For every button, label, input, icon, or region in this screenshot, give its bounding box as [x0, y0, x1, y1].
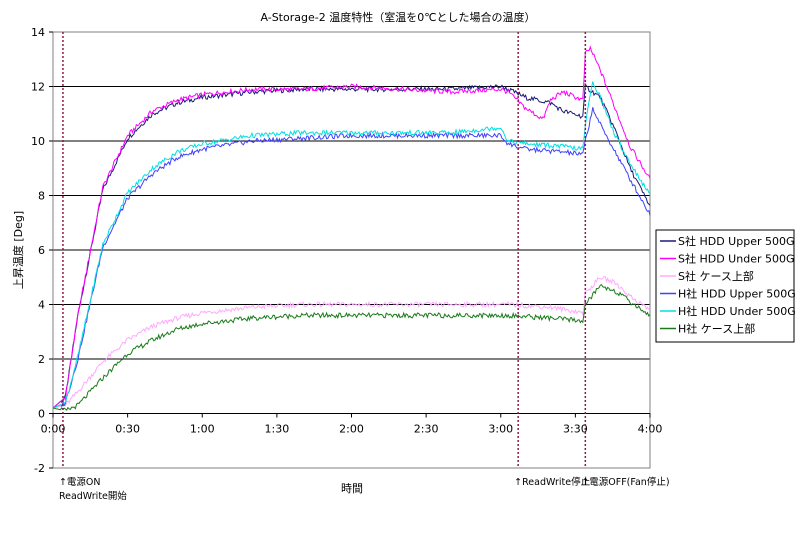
- legend-entry: H社 ケース上部: [678, 322, 755, 336]
- y-axis-label: 上昇温度 [Deg]: [11, 211, 25, 289]
- y-tick-label: 4: [38, 299, 45, 312]
- y-tick-label: -2: [34, 462, 45, 475]
- series-line: [52, 45, 651, 409]
- legend-entry: S社 HDD Upper 500G: [678, 234, 795, 248]
- x-tick-label: 1:30: [265, 423, 290, 436]
- marker-annotation: ↑電源ON: [59, 477, 101, 488]
- x-tick-label: 3:00: [488, 423, 513, 436]
- series-line: [52, 276, 651, 409]
- x-axis-label: 時間: [341, 482, 363, 495]
- x-axis: 0:00 0:30 1:00 1:30 2:00 2:30 3:00 3:30 4:00: [41, 413, 663, 436]
- x-tick-label: 4:00: [638, 423, 663, 436]
- x-tick-label: 0:30: [115, 423, 140, 436]
- y-tick-label: 14: [31, 26, 45, 39]
- chart-title: A-Storage-2 温度特性（室温を0℃とした場合の温度）: [260, 10, 535, 24]
- legend-entry: H社 HDD Under 500G: [678, 304, 796, 318]
- y-tick-label: 10: [31, 135, 45, 148]
- y-tick-label: 12: [31, 81, 45, 94]
- series-line: [52, 107, 651, 409]
- series-group: [52, 45, 651, 411]
- x-tick-label: 0:00: [41, 423, 66, 436]
- marker-annotation: ↑電源OFF(Fan停止): [581, 476, 669, 488]
- x-tick-label: 2:00: [339, 423, 364, 436]
- x-tick-label: 3:30: [563, 423, 588, 436]
- y-tick-label: 2: [38, 353, 45, 366]
- legend-entry: H社 HDD Upper 500G: [678, 287, 796, 301]
- legend-box: [655, 229, 795, 343]
- marker-annotation: ↑ReadWrite停止: [514, 476, 590, 488]
- x-tick-label: 2:30: [414, 423, 439, 436]
- marker-annotation: ReadWrite開始: [59, 490, 127, 502]
- grid: [53, 86, 650, 414]
- series-line: [52, 81, 651, 409]
- y-tick-label: 8: [38, 190, 45, 203]
- event-markers: ↑電源ON ReadWrite開始 ↑ReadWrite停止↑電源OFF(Fan停止…: [59, 32, 670, 502]
- legend-entry: S社 ケース上部: [678, 269, 754, 283]
- legend-entry: S社 HDD Under 500G: [678, 252, 795, 266]
- series-line: [52, 283, 651, 411]
- y-tick-label: 6: [38, 244, 45, 257]
- legend: S社 HDD Upper 500G S社 HDD Under 500G S社 ケース…: [655, 229, 796, 343]
- x-tick-label: 1:00: [190, 423, 215, 436]
- y-axis: -2 0 2 4 6 8 10 12 14: [31, 26, 53, 475]
- y-tick-label: 0: [38, 408, 45, 421]
